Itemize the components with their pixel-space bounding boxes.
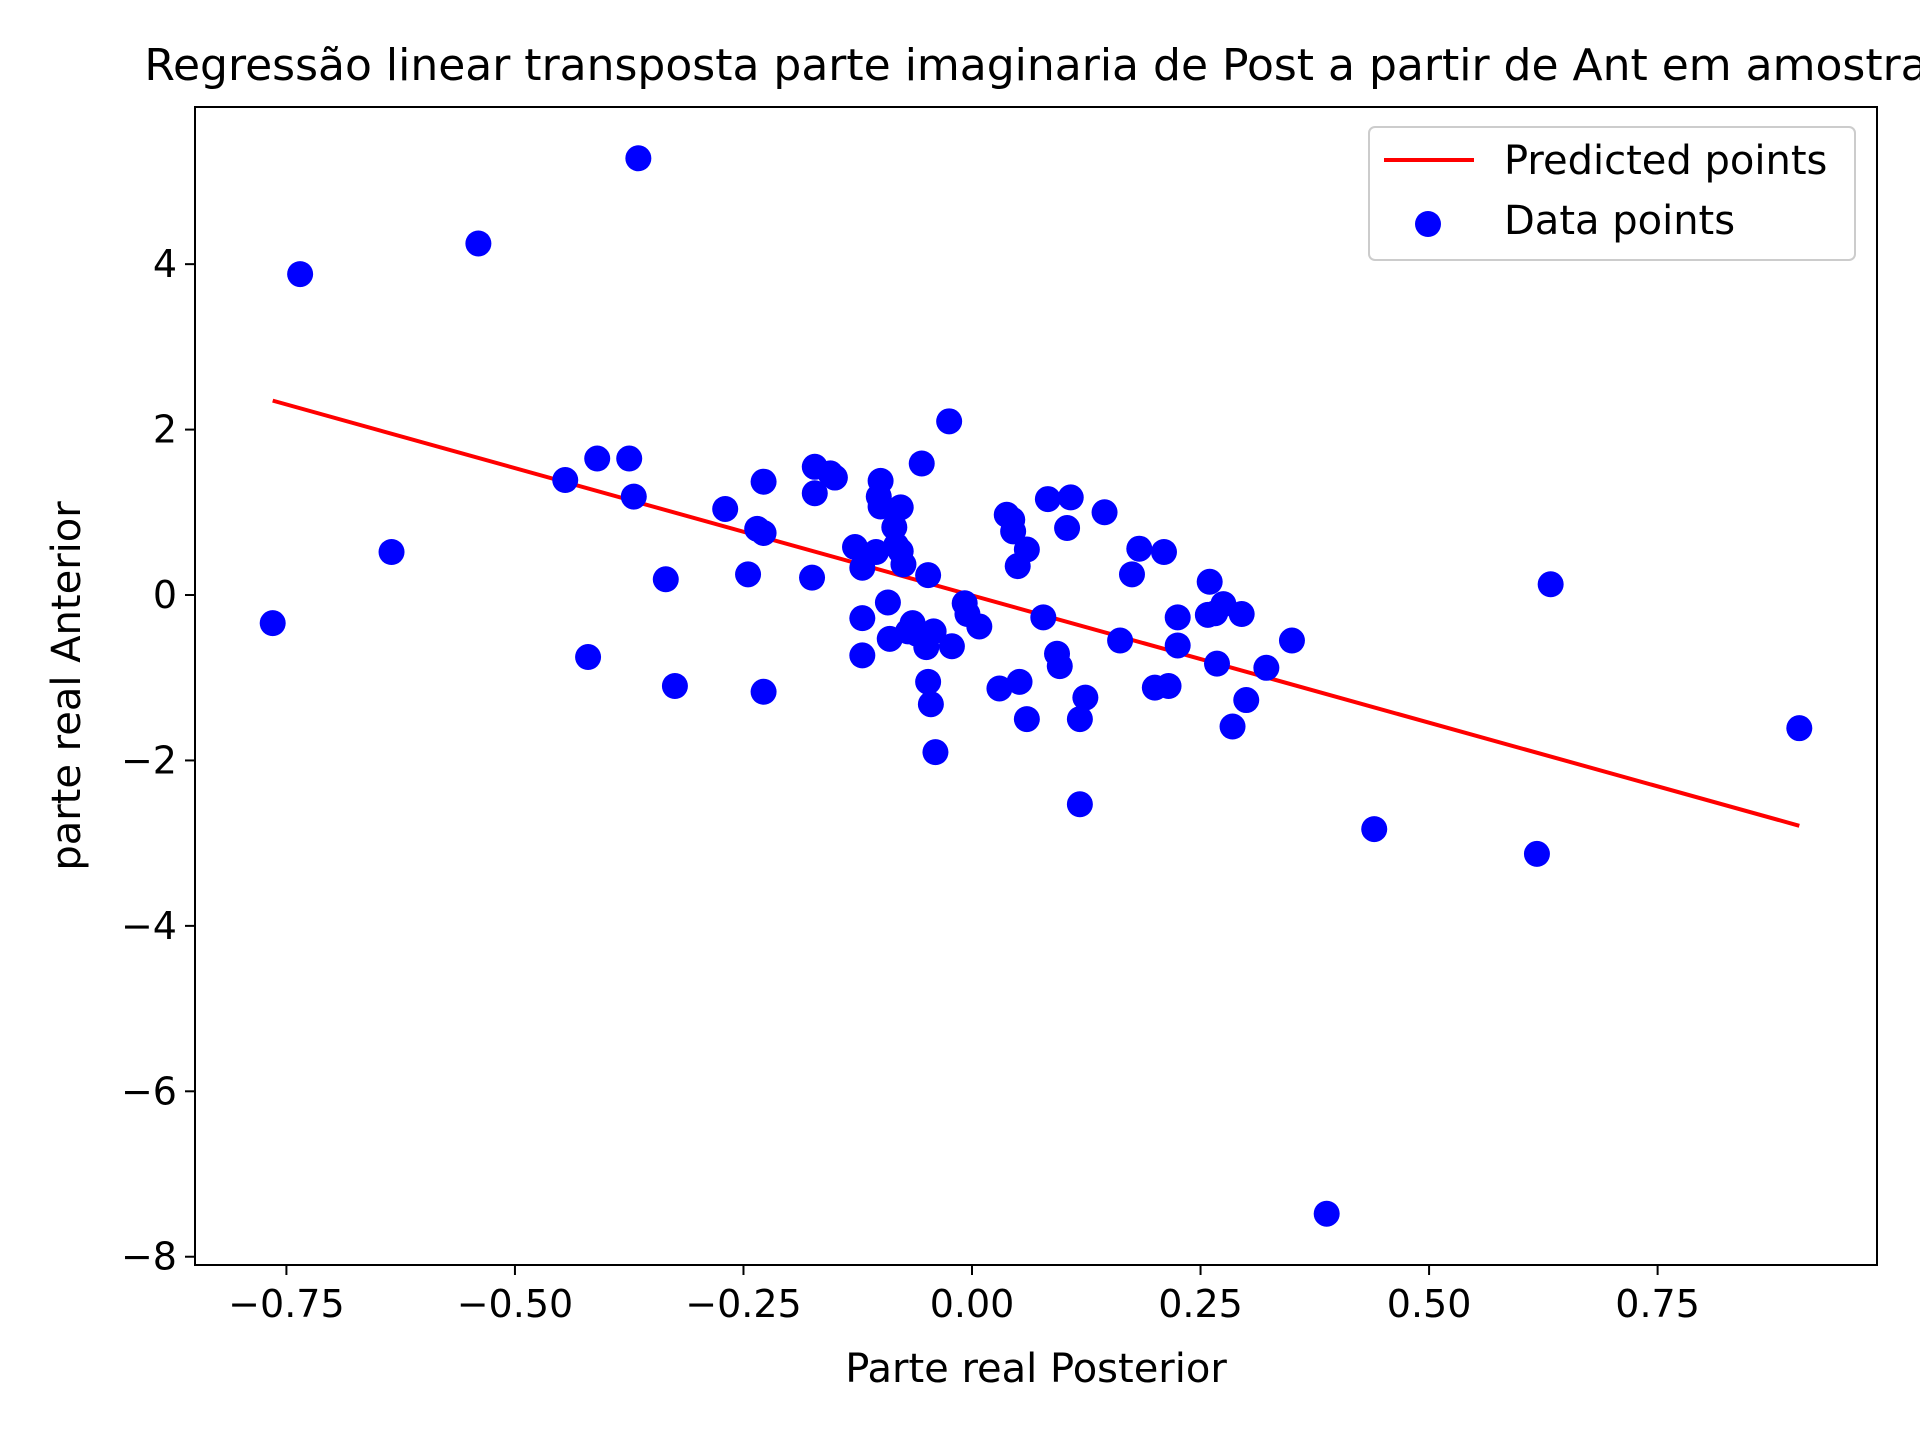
- data-point: [920, 618, 947, 645]
- data-point: [1034, 486, 1061, 513]
- y-tick-label: 2: [153, 408, 177, 452]
- data-point: [908, 450, 935, 477]
- data-point: [625, 145, 652, 172]
- y-tick-label: −8: [121, 1235, 177, 1279]
- x-tick-label: 0.00: [930, 1282, 1015, 1326]
- data-point: [1196, 568, 1223, 595]
- data-point: [1313, 1200, 1340, 1227]
- data-point: [1046, 653, 1073, 680]
- data-point: [1013, 706, 1040, 733]
- data-point: [938, 633, 965, 660]
- data-point: [259, 610, 286, 637]
- data-point: [661, 673, 688, 699]
- data-point: [465, 230, 492, 257]
- data-point: [735, 561, 762, 588]
- data-point: [1228, 601, 1255, 628]
- data-point: [863, 539, 890, 566]
- x-tick-label: −0.50: [457, 1282, 573, 1326]
- data-point: [1523, 840, 1550, 867]
- x-tick-label: −0.75: [228, 1282, 344, 1326]
- data-point: [966, 613, 993, 640]
- legend-label-data: Data points: [1504, 198, 1735, 244]
- data-point: [616, 445, 643, 472]
- legend: Predicted points Data points: [1368, 126, 1856, 261]
- data-point: [1000, 518, 1027, 545]
- x-tick-label: 0.25: [1158, 1282, 1243, 1326]
- data-point: [1155, 673, 1182, 699]
- data-point: [849, 642, 876, 669]
- data-point: [1278, 627, 1305, 654]
- y-tick-label: 4: [153, 242, 177, 286]
- legend-marker-swatch: [1415, 211, 1441, 237]
- data-point: [887, 494, 914, 521]
- data-point: [801, 480, 828, 507]
- data-point: [1057, 484, 1084, 511]
- data-point: [584, 445, 611, 472]
- x-tick-label: −0.25: [685, 1282, 801, 1326]
- axis-ticks: −0.75 −0.50 −0.25 0.00 0.25 0.50 0.75 −8 −6 −4 −2 0…: [121, 242, 1700, 1326]
- data-point: [1066, 706, 1093, 733]
- data-point: [1361, 816, 1388, 843]
- y-tick-label: 0: [153, 573, 177, 617]
- data-point: [652, 566, 679, 593]
- data-point: [1126, 535, 1153, 562]
- data-point: [1203, 650, 1230, 677]
- data-point: [1107, 627, 1134, 654]
- x-tick-label: 0.50: [1387, 1282, 1472, 1326]
- data-point: [552, 467, 579, 494]
- data-point: [799, 564, 826, 591]
- data-point: [575, 644, 602, 671]
- data-point: [1233, 687, 1260, 714]
- x-axis-label: Parte real Posterior: [845, 1346, 1227, 1392]
- data-point: [712, 495, 739, 522]
- data-point: [867, 493, 894, 520]
- x-tick-label: 0.75: [1615, 1282, 1700, 1326]
- data-point: [1030, 604, 1057, 631]
- y-axis-label: parte real Anterior: [44, 501, 90, 871]
- data-point: [1118, 561, 1145, 588]
- plot-content: [259, 145, 1813, 1227]
- data-point: [1013, 536, 1040, 563]
- data-point: [922, 739, 949, 766]
- y-tick-label: −6: [121, 1069, 177, 1113]
- y-tick-label: −4: [121, 904, 177, 948]
- data-point: [915, 668, 942, 695]
- data-point: [986, 675, 1013, 702]
- data-point: [915, 562, 942, 589]
- data-point: [287, 261, 314, 288]
- data-point: [1066, 791, 1093, 818]
- data-point: [1150, 539, 1177, 566]
- data-point: [378, 539, 405, 566]
- data-point: [1072, 684, 1099, 711]
- data-point: [821, 464, 848, 491]
- data-point: [1786, 715, 1813, 742]
- data-point: [1253, 654, 1280, 681]
- data-point: [1164, 632, 1191, 659]
- data-point: [750, 678, 777, 705]
- chart-title: Regressão linear transposta parte imagin…: [144, 40, 1920, 91]
- data-point: [1054, 515, 1081, 542]
- data-point: [750, 468, 777, 495]
- data-point: [849, 605, 876, 632]
- data-point: [890, 551, 917, 578]
- data-point: [1091, 499, 1118, 526]
- data-point: [1164, 604, 1191, 631]
- legend-box: [1368, 126, 1856, 261]
- plot-frame: [194, 106, 1878, 1266]
- data-point: [750, 519, 777, 546]
- data-point: [874, 589, 901, 616]
- data-point: [842, 534, 869, 561]
- data-point: [620, 483, 647, 510]
- data-point: [917, 691, 944, 718]
- data-point: [1219, 713, 1246, 740]
- data-point: [1006, 668, 1033, 695]
- data-point: [936, 408, 963, 435]
- data-point: [1537, 571, 1564, 598]
- data-point: [867, 467, 894, 494]
- y-tick-label: −2: [121, 738, 177, 782]
- legend-label-predicted: Predicted points: [1504, 138, 1827, 184]
